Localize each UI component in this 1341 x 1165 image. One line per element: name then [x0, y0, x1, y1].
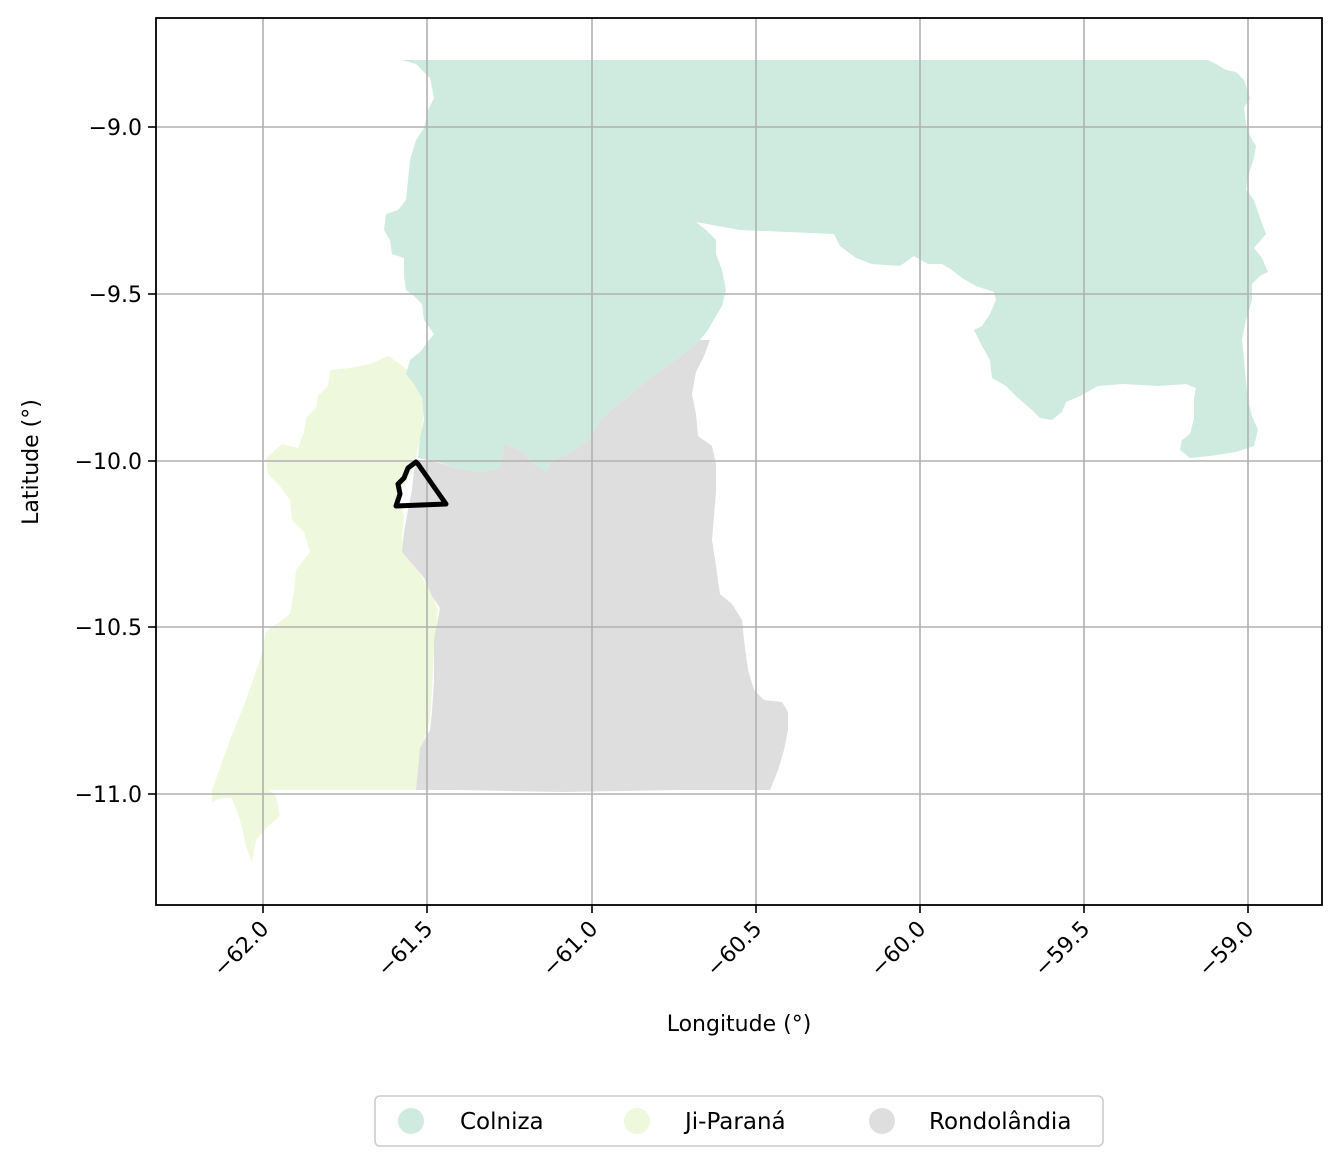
y-tick-label: −11.0 — [75, 783, 142, 808]
legend-label-jiparana: Ji-Paraná — [683, 1109, 786, 1135]
legend-label-rondolandia: Rondolândia — [929, 1109, 1071, 1135]
region-jiparana — [212, 356, 438, 862]
x-tick-label: −60.0 — [866, 917, 931, 982]
legend: Colniza Ji-Paraná Rondolândia — [374, 1095, 1104, 1147]
legend-marker-jiparana — [624, 1108, 650, 1134]
y-ticks — [148, 126, 156, 795]
legend-marker-colniza — [398, 1108, 424, 1134]
legend-frame — [374, 1095, 1104, 1147]
y-tick-labels: −9.0 −9.5 −10.0 −10.5 −11.0 — [75, 116, 142, 808]
legend-marker-rondolandia — [869, 1108, 895, 1134]
region-rondolandia — [402, 340, 788, 792]
y-tick-label: −10.0 — [75, 450, 142, 475]
x-ticks — [262, 905, 1249, 913]
x-tick-label: −61.0 — [538, 917, 603, 982]
y-tick-label: −10.5 — [75, 616, 142, 641]
y-axis-title: Latitude (°) — [19, 399, 44, 525]
region-colniza — [384, 60, 1268, 472]
x-tick-label: −60.5 — [702, 917, 767, 982]
y-tick-label: −9.5 — [89, 283, 142, 308]
x-tick-labels: −62.0 −61.5 −61.0 −60.5 −60.0 −59.5 −59.… — [209, 917, 1259, 982]
x-tick-label: −59.0 — [1194, 917, 1259, 982]
x-axis-title: Longitude (°) — [667, 1012, 812, 1037]
study-area-outline — [393, 459, 449, 509]
x-tick-label: −59.5 — [1030, 917, 1095, 982]
legend-label-colniza: Colniza — [460, 1109, 544, 1135]
x-tick-label: −62.0 — [209, 917, 274, 982]
regions-layer — [212, 60, 1268, 862]
y-tick-label: −9.0 — [89, 116, 142, 141]
gridlines — [156, 18, 1322, 905]
x-tick-label: −61.5 — [373, 917, 438, 982]
